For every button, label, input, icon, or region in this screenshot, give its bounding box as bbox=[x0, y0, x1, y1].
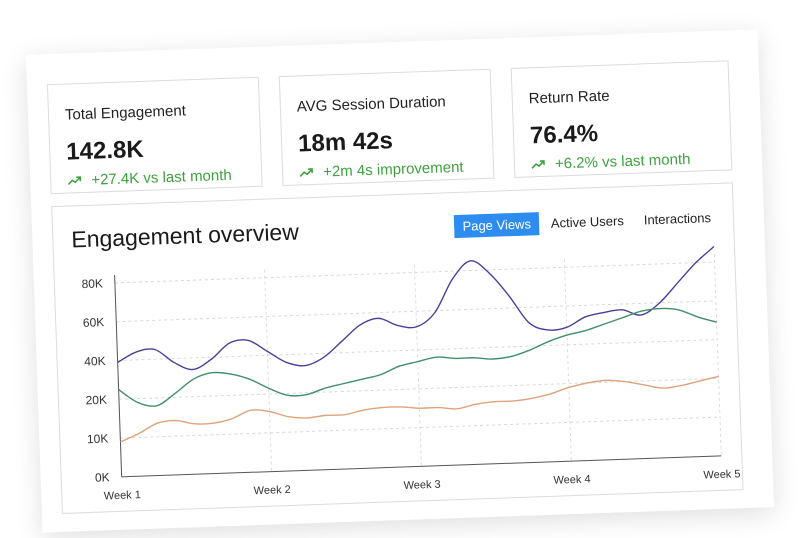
stat-title: AVG Session Duration bbox=[296, 93, 447, 116]
x-tick-label: Week 4 bbox=[553, 473, 590, 486]
x-axis bbox=[121, 455, 722, 478]
stat-value: 142.8K bbox=[65, 135, 145, 166]
trend-up-icon bbox=[531, 156, 546, 173]
x-tick-label: Week 5 bbox=[703, 468, 740, 481]
x-tick-label: Week 3 bbox=[403, 479, 440, 492]
stat-delta: +6.2% vs last month bbox=[531, 151, 691, 174]
stat-title: Return Rate bbox=[528, 87, 610, 108]
stat-delta: +27.4K vs last month bbox=[67, 167, 232, 190]
line-chart: 0K 10K 20K 40K 60K 80K Week 1 Week 2 Week 3 Week … bbox=[81, 246, 741, 502]
dashboard-panel: Total Engagement 142.8K +27.4K vs last m… bbox=[25, 29, 775, 533]
y-tick-label: 60K bbox=[83, 315, 105, 330]
stat-card-total-engagement: Total Engagement 142.8K +27.4K vs last m… bbox=[46, 76, 263, 195]
y-tick-label: 10K bbox=[87, 431, 109, 446]
stat-delta-text: +2m 4s improvement bbox=[322, 158, 464, 181]
stat-value: 76.4% bbox=[529, 120, 599, 150]
grid-line bbox=[118, 377, 719, 400]
engagement-chart-card: Engagement overview Page Views Active Us… bbox=[51, 182, 744, 514]
y-tick-label: 0K bbox=[95, 470, 110, 485]
stat-delta-text: +6.2% vs last month bbox=[554, 150, 691, 173]
grid-line bbox=[413, 264, 422, 467]
trend-up-icon bbox=[67, 172, 82, 189]
stat-delta-text: +27.4K vs last month bbox=[90, 166, 233, 189]
stat-title: Total Engagement bbox=[64, 102, 187, 124]
y-tick-label: 20K bbox=[85, 393, 107, 408]
y-tick-label: 40K bbox=[84, 354, 106, 369]
stat-card-return-rate: Return Rate 76.4% +6.2% vs last month bbox=[510, 60, 733, 178]
grid-line bbox=[713, 253, 722, 456]
stat-value: 18m 42s bbox=[297, 127, 394, 158]
y-tick-label: 80K bbox=[81, 276, 103, 291]
grid-line bbox=[563, 259, 572, 462]
stat-card-avg-session-duration: AVG Session Duration 18m 42s +2m 4s impr… bbox=[278, 68, 495, 187]
trend-up-icon bbox=[299, 164, 314, 181]
y-axis bbox=[114, 274, 123, 477]
grid-line bbox=[116, 300, 716, 323]
series-line-page-views bbox=[117, 246, 715, 371]
x-tick-label: Week 2 bbox=[253, 484, 290, 497]
series-line-active-users bbox=[118, 307, 717, 407]
stat-delta: +2m 4s improvement bbox=[299, 159, 464, 182]
grid-line bbox=[264, 269, 273, 472]
series-line-interactions bbox=[120, 375, 719, 443]
x-tick-label: Week 1 bbox=[104, 489, 141, 502]
